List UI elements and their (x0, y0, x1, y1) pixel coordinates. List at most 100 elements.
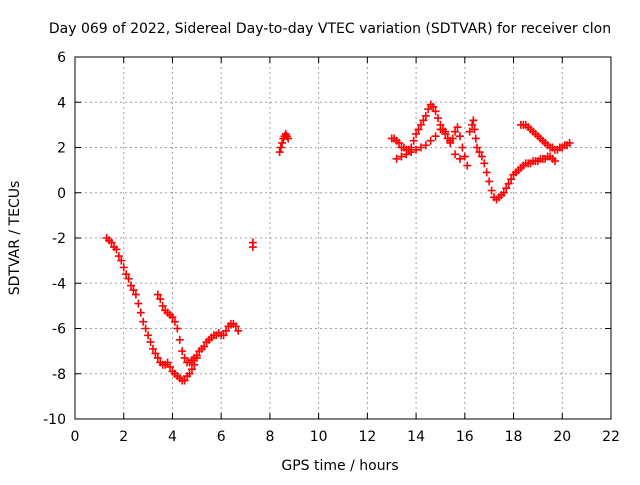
data-point (421, 141, 430, 150)
data-point (429, 102, 438, 111)
x-tick-label: 22 (602, 429, 620, 445)
data-point (431, 132, 440, 141)
data-point (284, 134, 293, 143)
data-point (129, 286, 138, 295)
data-point (434, 114, 443, 123)
data-point (151, 349, 160, 358)
y-tick-label: 6 (57, 50, 66, 66)
data-point (117, 256, 126, 265)
y-axis-label: SDTVAR / TECUs (7, 181, 23, 296)
x-tick-label: 10 (310, 429, 328, 445)
x-tick-label: 0 (71, 429, 80, 445)
data-point (426, 136, 435, 145)
data-point (421, 111, 430, 120)
data-point (412, 129, 421, 138)
data-point (173, 324, 182, 333)
data-point (166, 362, 175, 371)
data-point (482, 168, 491, 177)
data-point (187, 365, 196, 374)
x-axis-label: GPS time / hours (281, 458, 398, 474)
data-point (463, 161, 472, 170)
x-tick-label: 2 (119, 429, 128, 445)
data-point (397, 152, 406, 161)
data-point (469, 116, 478, 125)
data-point (446, 138, 455, 147)
y-tick-label: 2 (57, 141, 66, 157)
data-point (175, 335, 184, 344)
data-point (470, 125, 479, 134)
y-tick-label: 0 (57, 186, 66, 202)
data-point (419, 116, 428, 125)
x-tick-label: 4 (168, 429, 177, 445)
data-point (550, 157, 559, 166)
data-point (168, 313, 177, 322)
data-point (441, 127, 450, 136)
data-point (395, 138, 404, 147)
y-tick-label: -2 (52, 231, 66, 247)
data-point (487, 186, 496, 195)
data-point (144, 331, 153, 340)
data-point (231, 322, 240, 331)
data-point (234, 326, 243, 335)
data-point (180, 376, 189, 385)
data-point (453, 123, 462, 132)
data-point (180, 353, 189, 362)
data-point (480, 159, 489, 168)
data-point (248, 238, 257, 247)
data-point (141, 324, 150, 333)
data-point (148, 344, 157, 353)
data-point (190, 360, 199, 369)
data-point (471, 134, 480, 143)
data-point (275, 148, 284, 157)
data-point (477, 152, 486, 161)
data-point (127, 281, 136, 290)
data-point (460, 152, 469, 161)
data-point (163, 358, 172, 367)
data-point (507, 175, 516, 184)
data-point (416, 120, 425, 129)
data-point (451, 127, 460, 136)
data-point (407, 148, 416, 157)
data-point (414, 125, 423, 134)
data-point (185, 369, 194, 378)
data-point (158, 301, 167, 310)
data-point (192, 351, 201, 360)
data-point (431, 107, 440, 116)
data-point (122, 270, 131, 279)
data-point (499, 188, 508, 197)
data-point (436, 125, 445, 134)
data-point (124, 274, 133, 283)
data-point (114, 252, 123, 261)
data-point (455, 132, 464, 141)
y-tick-label: -8 (52, 367, 66, 383)
grid-layer (75, 57, 611, 419)
data-point (448, 134, 457, 143)
x-tick-label: 6 (217, 429, 226, 445)
data-point (153, 290, 162, 299)
data-point (468, 120, 477, 129)
plot-frame (74, 56, 612, 420)
data-point (139, 317, 148, 326)
data-point (473, 143, 481, 152)
y-tick-label: 4 (57, 95, 66, 111)
data-point (458, 143, 467, 152)
y-tick-label: -4 (52, 276, 66, 292)
data-point (107, 238, 116, 247)
y-tick-label: -10 (43, 412, 66, 428)
data-point (412, 145, 421, 154)
data-point (219, 331, 228, 340)
data-point (565, 138, 574, 147)
data-point (146, 338, 155, 347)
data-point (278, 138, 287, 147)
data-point (200, 342, 209, 351)
data-point (170, 317, 179, 326)
data-point (136, 308, 145, 317)
data-point (276, 143, 285, 152)
data-point (134, 299, 143, 308)
x-tick-label: 12 (358, 429, 376, 445)
data-point (416, 143, 425, 152)
data-point (451, 150, 460, 159)
data-point (156, 295, 165, 304)
